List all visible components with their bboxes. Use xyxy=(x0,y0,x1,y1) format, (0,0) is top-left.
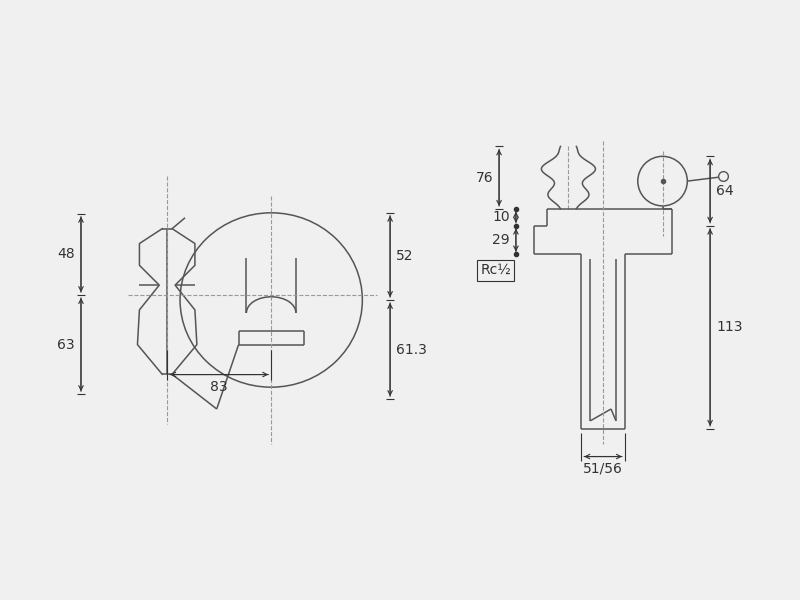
Text: 64: 64 xyxy=(716,184,734,198)
Text: 10: 10 xyxy=(492,210,510,224)
Text: 61.3: 61.3 xyxy=(396,343,427,356)
Text: Rc½: Rc½ xyxy=(480,263,511,277)
Text: 83: 83 xyxy=(210,380,228,394)
Text: 51/56: 51/56 xyxy=(583,461,623,475)
Text: 63: 63 xyxy=(58,338,75,352)
Text: 113: 113 xyxy=(716,320,742,334)
Text: 48: 48 xyxy=(58,247,75,262)
Text: 52: 52 xyxy=(396,250,414,263)
Text: 29: 29 xyxy=(492,233,510,247)
Text: 76: 76 xyxy=(475,170,493,185)
